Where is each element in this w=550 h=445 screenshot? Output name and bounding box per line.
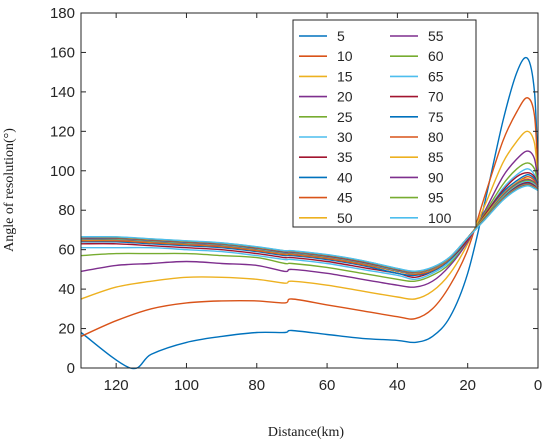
curves-layer: [80, 56, 539, 370]
legend-label: 75: [428, 109, 444, 125]
legend-label: 30: [337, 129, 353, 145]
x-axis: 120 100 80 60 40 20 0: [104, 13, 542, 394]
x-tick-label: 20: [459, 377, 476, 394]
series-line-100: [80, 185, 539, 272]
legend-label: 5: [337, 28, 345, 44]
legend-label: 95: [428, 190, 444, 206]
plot-frame: [80, 12, 539, 369]
legend-label: 70: [428, 89, 444, 105]
x-axis-title: Distance(km): [268, 425, 345, 440]
y-tick-label: 0: [67, 360, 75, 377]
series-line-5: [80, 56, 539, 370]
y-axis: 0 20 40 60 80 100 120 140 160 180: [50, 5, 538, 377]
legend-label: 10: [337, 48, 353, 64]
x-tick-label: 60: [319, 377, 336, 394]
y-tick-label: 100: [50, 163, 75, 180]
y-tick-label: 80: [58, 202, 75, 219]
y-tick-label: 20: [58, 321, 75, 338]
legend-label: 45: [337, 190, 353, 206]
legend-label: 50: [337, 210, 353, 226]
legend: 5 10 15 20 25 30 35 40 45 50 55 60 65 70 75 80 85 90 95 100: [292, 19, 477, 228]
legend-label: 15: [337, 68, 353, 84]
legend-label: 65: [428, 68, 444, 84]
legend-box: [292, 19, 477, 228]
legend-label: 55: [428, 28, 444, 44]
series-line-40: [80, 173, 539, 277]
x-tick-label: 40: [389, 377, 406, 394]
y-tick-label: 180: [50, 5, 75, 22]
y-tick-label: 140: [50, 84, 75, 101]
x-tick-label: 80: [248, 377, 265, 394]
series-line-15: [80, 130, 539, 300]
x-tick-label: 120: [104, 377, 129, 394]
legend-label: 100: [428, 210, 452, 226]
legend-label: 90: [428, 169, 444, 185]
y-tick-label: 120: [50, 123, 75, 140]
y-tick-label: 40: [58, 281, 75, 298]
y-axis-title: Angle of resolution(°): [2, 128, 17, 252]
y-tick-label: 160: [50, 44, 75, 61]
series-line-30: [81, 168, 539, 281]
legend-label: 85: [428, 149, 444, 165]
legend-label: 80: [428, 129, 444, 145]
x-tick-label: 100: [174, 377, 199, 394]
series-line-10: [80, 97, 539, 338]
legend-label: 25: [337, 109, 353, 125]
y-tick-label: 60: [58, 242, 75, 259]
legend-label: 60: [428, 48, 444, 64]
legend-label: 35: [337, 149, 353, 165]
series-line-20: [80, 150, 539, 288]
series-line-25: [80, 162, 539, 283]
legend-label: 20: [337, 89, 353, 105]
legend-label: 40: [337, 169, 353, 185]
x-tick-label: 0: [534, 377, 542, 394]
